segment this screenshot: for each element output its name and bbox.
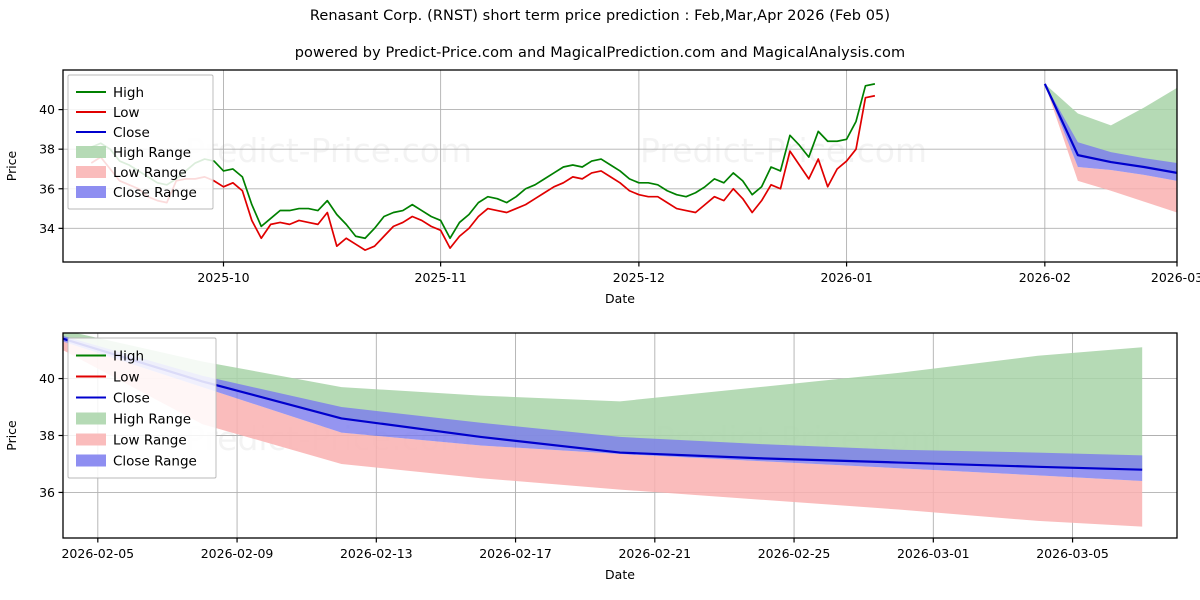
low-range-band (1044, 83, 1177, 213)
x-tick-label: 2026-02-17 (479, 546, 552, 561)
watermark-layer: Predict-Price.com Predict-Price.com Predic… (185, 131, 927, 305)
close-range-band (1044, 83, 1177, 181)
y-axis-label: Price (4, 150, 19, 181)
legend-item-high-range[interactable]: High Range (76, 411, 191, 427)
x-tick-label: 2026-02-21 (618, 546, 691, 561)
legend-label: Low Range (113, 432, 187, 448)
x-tick-label: 2026-03-05 (1036, 546, 1109, 561)
low-range-band (63, 341, 1143, 527)
plot-frame (62, 69, 1178, 263)
legend-item-close-range[interactable]: Close Range (76, 453, 197, 469)
chart-legend: High Low Close High Range Low Range Close Ran… (67, 74, 214, 210)
legend-item-low[interactable]: Low (76, 369, 140, 385)
chart-legend: High Low Close High Range Low Range Close Ran… (67, 337, 217, 479)
high-line (90, 83, 876, 240)
y-tick-label: 36 (39, 181, 55, 196)
y-tick-label: 36 (39, 485, 55, 500)
legend-item-close-range[interactable]: Close Range (76, 185, 197, 201)
plot-background (63, 70, 1177, 262)
x-tick-label: 2025-10 (197, 270, 249, 285)
legend-item-high[interactable]: High (76, 85, 144, 101)
legend-label: High Range (113, 145, 191, 161)
legend-item-close[interactable]: Close (76, 390, 150, 406)
overview-chart: Predict-Price.com Predict-Price.com Predic… (4, 69, 1200, 306)
legend-label: Low (113, 105, 140, 121)
legend-label: Low (113, 369, 140, 385)
legend-band-swatch (76, 166, 106, 178)
legend-item-low-range[interactable]: Low Range (76, 165, 187, 181)
watermark-text: Predict-Price.com (640, 131, 927, 170)
x-tick-label: 2026-03 (1151, 270, 1200, 285)
x-tick-label: 2025-12 (613, 270, 665, 285)
legend-item-low[interactable]: Low (76, 105, 140, 121)
x-tick-label: 2025-11 (415, 270, 467, 285)
axis-ticks: 34 36 38 40 2025-10 2025-11 2025-12 2026-01 2026… (39, 102, 1200, 285)
legend-label: High (113, 348, 144, 364)
high-range-band (63, 333, 1143, 470)
detail-chart: Predict-Price.comPredict-Price.com363840… (4, 332, 1178, 582)
data-layer (63, 333, 1143, 527)
legend-label: Close Range (113, 185, 197, 201)
x-tick-label: 2026-03-01 (897, 546, 970, 561)
x-tick-label: 2026-02-13 (340, 546, 413, 561)
close-line (63, 337, 1143, 471)
legend-band-swatch (76, 454, 106, 467)
close-line (1043, 83, 1177, 175)
legend-item-high-range[interactable]: High Range (76, 145, 191, 161)
page-subtitle: powered by Predict-Price.com and Magical… (294, 45, 906, 61)
y-tick-label: 38 (39, 142, 55, 157)
legend-label: Close Range (113, 453, 197, 469)
legend-label: Close (113, 125, 150, 141)
low-line (90, 94, 876, 251)
legend-item-low-range[interactable]: Low Range (76, 432, 187, 448)
data-layer (90, 83, 1177, 251)
axis-ticks: 36 38 40 2026-02-05 2026-02-09 2026-02-13 2026… (39, 371, 1109, 561)
x-tick-label: 2026-02 (1019, 270, 1071, 285)
y-tick-label: 34 (39, 221, 55, 236)
legend-label: Low Range (113, 165, 187, 181)
legend-band-swatch (76, 412, 106, 425)
x-tick-label: 2026-02-25 (758, 546, 831, 561)
legend-band-swatch (76, 186, 106, 198)
legend-label: High Range (113, 411, 191, 427)
x-tick-label: 2026-02-05 (61, 546, 134, 561)
y-tick-label: 40 (39, 102, 55, 117)
watermark-text: Predict-Price.com (185, 131, 472, 170)
x-axis-label: Date (605, 567, 635, 582)
gridlines (63, 70, 1178, 262)
watermark-text: Predict-Price.com (640, 266, 927, 305)
legend-item-close[interactable]: Close (76, 125, 150, 141)
x-tick-label: 2026-01 (820, 270, 872, 285)
legend-label: Close (113, 390, 150, 406)
legend-label: High (113, 85, 144, 101)
page-title: Renasant Corp. (RNST) short term price p… (309, 8, 891, 24)
y-tick-label: 38 (39, 428, 55, 443)
legend-item-high[interactable]: High (76, 348, 144, 364)
y-tick-label: 40 (39, 371, 55, 386)
legend-band-swatch (76, 433, 106, 446)
x-tick-label: 2026-02-09 (201, 546, 274, 561)
x-axis-label: Date (605, 291, 635, 306)
y-axis-label: Price (4, 420, 19, 451)
legend-band-swatch (76, 146, 106, 158)
